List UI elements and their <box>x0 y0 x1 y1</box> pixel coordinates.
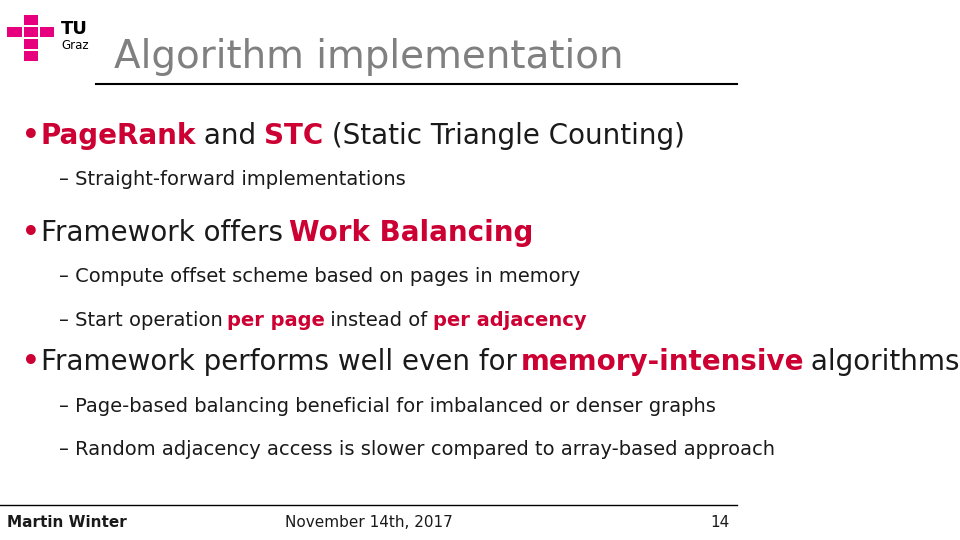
Text: per page: per page <box>228 310 325 329</box>
Text: and: and <box>195 122 265 150</box>
Text: algorithms: algorithms <box>802 348 959 376</box>
Text: Framework performs well even for: Framework performs well even for <box>40 348 525 376</box>
Text: •: • <box>22 219 40 247</box>
Bar <box>24 51 37 61</box>
Text: – Straight-forward implementations: – Straight-forward implementations <box>59 170 406 189</box>
Text: STC: STC <box>264 122 324 150</box>
Text: – Start operation: – Start operation <box>59 310 229 329</box>
Text: memory-intensive: memory-intensive <box>521 348 804 376</box>
Text: (Static Triangle Counting): (Static Triangle Counting) <box>323 122 684 150</box>
Text: November 14th, 2017: November 14th, 2017 <box>285 515 452 530</box>
Bar <box>24 27 37 37</box>
Text: – Page-based balancing beneficial for imbalanced or denser graphs: – Page-based balancing beneficial for im… <box>59 397 716 416</box>
Text: PageRank: PageRank <box>40 122 196 150</box>
Text: Algorithm implementation: Algorithm implementation <box>114 38 623 76</box>
Text: – Compute offset scheme based on pages in memory: – Compute offset scheme based on pages i… <box>59 267 580 286</box>
Bar <box>8 27 22 37</box>
Bar <box>24 39 37 49</box>
Text: – Random adjacency access is slower compared to array-based approach: – Random adjacency access is slower comp… <box>59 440 775 459</box>
Text: TU: TU <box>60 20 87 38</box>
Text: Martin Winter: Martin Winter <box>8 515 127 530</box>
Text: 14: 14 <box>710 515 730 530</box>
Text: Graz: Graz <box>60 39 88 52</box>
Text: instead of: instead of <box>324 310 434 329</box>
Bar <box>39 27 54 37</box>
Text: Framework offers: Framework offers <box>40 219 292 247</box>
Text: •: • <box>22 348 40 376</box>
Text: per adjacency: per adjacency <box>433 310 587 329</box>
Bar <box>24 15 37 25</box>
Text: •: • <box>22 122 40 150</box>
Text: Work Balancing: Work Balancing <box>289 219 534 247</box>
